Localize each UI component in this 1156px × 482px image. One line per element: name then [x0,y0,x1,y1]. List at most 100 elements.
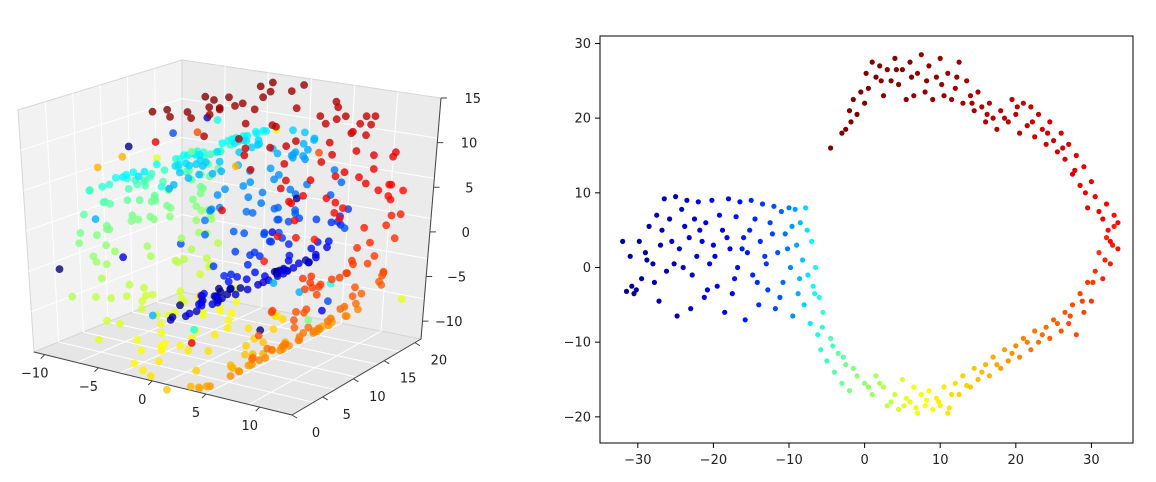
scatter-point [892,391,898,398]
scatter-point-3d [314,283,323,291]
scatter-point-3d [192,202,201,211]
scatter-point-3d [192,366,201,375]
scatter-point [805,272,811,278]
scatter-point [848,119,854,125]
scatter-point [815,332,821,338]
scatter-point [971,365,977,371]
scatter-point [862,380,868,386]
scatter-point [1081,309,1087,315]
scatter-point [729,291,735,297]
scatter-point [697,227,703,233]
wall-gridline [154,68,158,303]
scatter-point-3d [229,364,237,372]
scatter-point-3d [323,243,331,252]
scatter-point-3d [107,294,115,303]
scatter-point-3d [310,235,319,244]
scatter-point [975,376,981,383]
scatter-point [737,199,743,205]
scatter-point-3d [138,297,147,305]
scatter-point-3d [148,107,157,116]
scatter-point-3d [211,293,220,302]
scatter-point [903,96,909,103]
scatter-point [924,78,930,84]
scatter-point-3d [276,184,285,193]
scatter-point [1005,358,1011,364]
scatter-point [767,220,773,226]
scatter-point [676,246,683,252]
scatter-point [971,108,977,114]
scatter-point-3d [324,297,332,305]
scatter-point [694,253,700,259]
scatter-point [967,93,974,99]
z-tick-label: −5 [447,271,466,286]
scatter-point [627,253,633,259]
x-tick-mark [201,393,207,399]
scatter-point-3d [290,316,298,325]
scatter-point [1100,216,1106,222]
scatter-point-3d [146,372,155,380]
scatter-point-3d [171,256,180,265]
scatter-point [1039,332,1045,338]
scatter-point-3d [330,209,339,217]
scatter-point [674,313,680,319]
scatter-point-3d [192,307,201,316]
scatter-point [1073,152,1079,159]
scatter-point [644,257,650,263]
scatter-point-3d [396,210,405,219]
scatter-point [914,410,921,416]
scatter-point-3d [224,136,233,145]
scatter-point-3d [76,229,85,237]
scatter-3d-plot: −10 −5 0 5 10 0 5 10 15 20 −10 −5 0 5 10 15 [17,59,481,441]
scatter-point [762,253,768,259]
scatter-point-3d [221,185,229,194]
scatter-point-3d [214,239,222,248]
scatter-point [772,306,779,312]
scatter-point-3d [165,184,174,193]
scatter-point-3d [258,188,267,197]
scatter-point [893,67,900,73]
scatter-point [703,220,709,226]
x-axis-line [33,351,293,416]
scatter-point-3d [148,311,157,320]
scatter-point [1079,298,1085,304]
scatter-point-3d [177,234,186,243]
scatter-point [1111,212,1117,218]
scatter-point-3d [148,290,157,299]
scatter-point-3d [183,108,192,116]
scatter-point [892,55,898,62]
y-tick-label: 15 [400,372,417,387]
scatter-point-3d [224,316,233,324]
scatter-point [1107,238,1113,244]
scatter-point [769,231,776,237]
scatter-point-3d [127,217,136,225]
scatter-point [722,309,728,315]
scatter-point-3d [265,237,274,246]
scatter-point-3d [370,252,379,260]
scatter-point-3d [289,126,297,135]
scatter-point-3d [195,300,203,309]
scatter-point [620,238,626,244]
scatter-point-3d [185,161,194,170]
scatter-point [1077,291,1083,297]
scatter-point-3d [357,289,366,298]
scatter-point-3d [238,99,247,108]
scatter-point-3d [244,193,253,202]
scatter-point [732,276,738,282]
x-tick-label: −10 [775,453,802,468]
scatter-point-3d [208,169,217,178]
scatter-point [880,93,887,99]
scatter-point [969,100,975,106]
y-tick-label: 20 [431,354,448,369]
scatter-point [812,264,819,271]
scatter-point [733,214,739,220]
x-tick-label: −5 [79,380,98,395]
scatter-point-3d [201,216,209,225]
scatter-point [873,74,879,80]
scatter-point-3d [273,272,282,280]
scatter-point-3d [157,320,165,329]
scatter-point-3d [129,168,138,177]
scatter-point-3d [312,290,321,299]
scatter-point [865,85,872,91]
scatter-point-3d [229,227,238,236]
